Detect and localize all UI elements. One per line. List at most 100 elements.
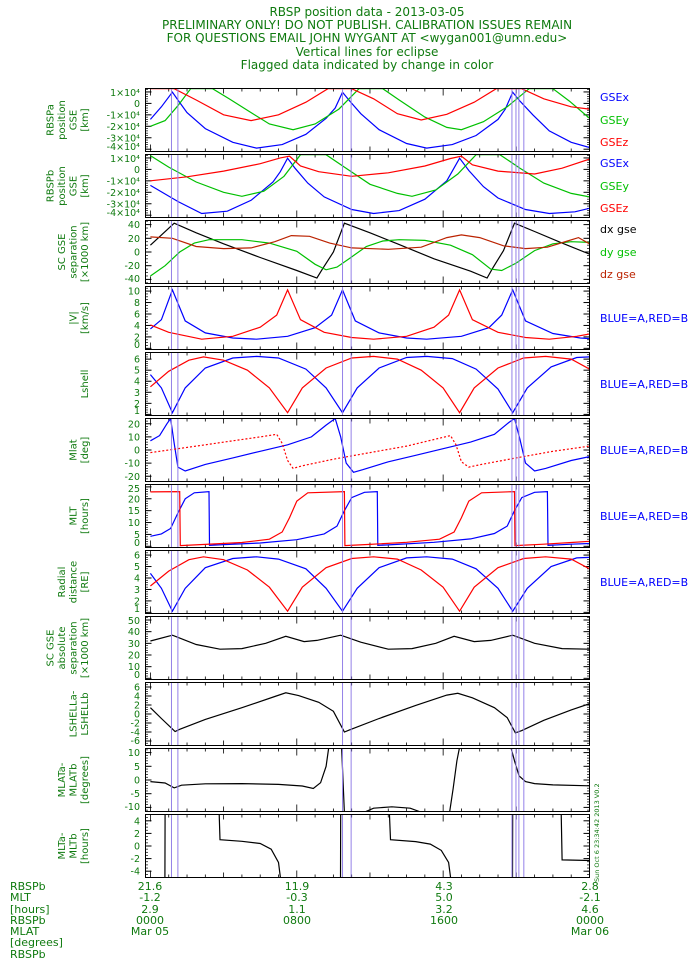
y-tick-label: 0 [134,165,140,176]
y-tick-label: 2 [134,829,140,840]
creation-timestamp: Sun Oct 6 23:34:42 2013 V0.2 [593,783,601,882]
y-tick-label: 20 [128,494,140,505]
y-tick-label: 10 [128,748,140,759]
y-tick-label: -10 [124,802,140,812]
legend-label: BLUE=A,RED=B [600,378,688,391]
panel-frame [145,748,590,812]
y-tick-label: 5 [134,762,140,773]
panel-mlta-minus-mltb: 4 2 0-2 -4 MLTa- MLTb [hours] [57,814,590,878]
y-tick-label: -3×10⁴ [107,199,141,210]
panel-mlata-minus-mlatb: 10 5 0 -5 -10 MLATa- MLATb [degrees] [57,748,590,812]
y-axis-title: |V| [69,311,80,325]
y-axis-title: [km] [80,174,91,197]
y-tick-label: 20 [128,651,140,662]
y-axis-title: SC GSE [46,630,57,667]
y-axis-title: [×1000 km] [80,222,91,282]
series-b-line [150,355,590,414]
legend-label: dz gse [600,268,636,281]
panel-frame [145,220,590,284]
legend-label: GSEz [600,136,628,149]
y-axis-title: MLTb [69,833,80,858]
y-tick-label: -1×10⁴ [107,176,141,187]
y-axis-title: LSHELLa- [69,690,80,737]
y-tick-label: 1 [134,604,140,614]
legend-label: BLUE=A,RED=B [600,510,688,523]
y-axis-title: Mlat [69,439,80,461]
y-tick-label: 5 [134,530,140,541]
legend-label: GSEx [600,157,629,170]
y-tick-label: 3 [134,585,140,596]
panel-mlat: 20 10 0 -10 -20 Mlat [deg] BLUE=A,RED=B [69,418,688,482]
y-tick-label: 50 [128,616,140,627]
y-axis-title: [RE] [80,571,91,592]
y-axis-title: SC GSE [57,234,68,271]
y-tick-label: 1 [134,406,140,416]
y-tick-label: 2 [134,701,140,712]
panel-frame [145,550,590,614]
y-tick-label: 0 [134,99,140,110]
y-axis-title: MLTa- [57,832,68,859]
y-tick-label: 0 [134,776,140,787]
y-axis-title: [hours] [80,828,91,864]
y-axis-title: Lshell [80,370,91,399]
y-tick-label: 0 [134,842,140,853]
panel-frame [145,616,590,680]
y-axis-title: [×1000 km] [80,618,91,678]
y-tick-label: 4 [134,692,140,703]
y-axis-title: GSE [69,110,80,130]
y-axis-title: separation [69,621,80,674]
panel-frame [145,484,590,548]
legend-label: GSEz [600,202,628,215]
y-tick-label: -4×10⁴ [107,142,141,152]
y-tick-label: 0 [134,538,140,548]
y-axis-title: distance [69,561,80,603]
y-tick-label: 5 [134,366,140,377]
y-tick-label: -2 [131,719,140,730]
bottom-axis-column: 4.3 5.0 3.2 1600 [430,880,458,927]
y-tick-label: -40 [124,274,140,284]
y-tick-label: 2 [134,399,140,410]
y-tick-label: 6 [134,551,140,562]
y-tick-label: -2×10⁴ [107,188,141,199]
y-tick-label: 25 [128,484,140,495]
panel-frame [145,286,590,350]
panel-sc-gse-separation: 40 20 0 -20 -40 SC GSE separation [×1000 km] dx … [57,220,637,284]
y-axis-title: RBSPa [46,104,57,136]
legend-label: BLUE=A,RED=B [600,312,688,325]
series-dmlt-line [164,814,590,878]
y-tick-label: 4 [134,573,140,584]
y-tick-label: -2 [131,854,140,865]
series-gsez-line [150,155,590,182]
series--dr--line [150,634,590,650]
series-a-line [149,556,590,613]
y-axis-title: [km] [80,108,91,131]
y-tick-label: 6 [134,683,140,694]
y-tick-label: -10 [124,459,140,470]
y-tick-label: 5 [134,562,140,573]
y-axis-title: MLATa- [57,762,68,797]
y-tick-label: -5 [131,789,140,800]
y-tick-label: 0 [134,248,140,259]
y-tick-label: 10 [128,662,140,673]
y-tick-label: 4 [134,377,140,388]
y-tick-label: 0 [134,670,140,680]
plot-subtitle-flag-note: Flagged data indicated by change in colo… [240,57,494,72]
y-tick-label: -3×10⁴ [107,133,141,144]
legend-label: BLUE=A,RED=B [600,444,688,457]
y-tick-label: 10 [128,287,140,298]
bottom-axis-column: 2.8 -2.1 4.6 0000 Mar 06 [570,880,610,939]
series-gsey-line [150,154,590,198]
y-axis-title: absolute [57,627,68,670]
y-axis-title: position [57,166,68,206]
series-a-line [149,355,590,415]
y-tick-label: 20 [128,419,140,430]
y-tick-label: -2×10⁴ [107,122,141,133]
y-tick-label: 6 [134,355,140,366]
y-tick-label: 40 [128,627,140,638]
